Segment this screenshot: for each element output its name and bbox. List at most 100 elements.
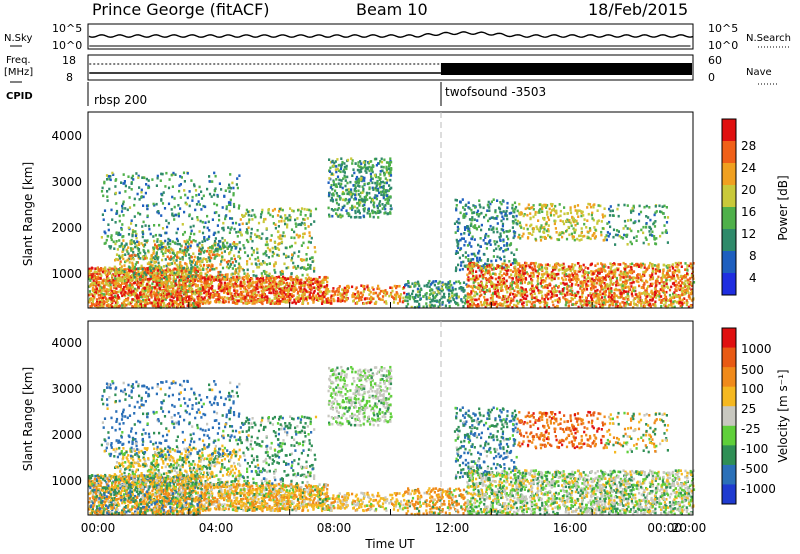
power-cell [208, 246, 212, 249]
power-cell [267, 256, 270, 259]
power-cell [262, 290, 265, 294]
power-cell [97, 283, 100, 287]
power-cell [140, 188, 143, 192]
power-cell [202, 286, 205, 289]
power-cell [179, 257, 182, 261]
power-cell [106, 273, 109, 276]
power-cell [171, 302, 175, 306]
power-cell [220, 258, 223, 261]
power-cell [311, 256, 314, 259]
power-cell [404, 299, 407, 302]
power-cell [600, 270, 603, 273]
power-cell [390, 160, 393, 164]
power-cell [115, 202, 118, 205]
power-cell [388, 294, 391, 298]
power-cell [101, 296, 105, 299]
power-cell [343, 165, 346, 169]
power-cell [137, 241, 140, 244]
power-cell [293, 230, 296, 234]
power-cell [223, 239, 226, 242]
power-cell [115, 178, 118, 181]
power-cell [375, 189, 378, 192]
power-cell [242, 275, 245, 279]
power-cell [500, 212, 503, 215]
power-cell [457, 242, 460, 246]
power-cell [98, 289, 101, 293]
power-cell [147, 179, 150, 182]
power-cell [328, 170, 332, 173]
power-cell [414, 296, 417, 300]
power-cell [349, 190, 352, 194]
power-cell [513, 253, 516, 256]
power-cell [505, 214, 508, 217]
power-cell [178, 292, 181, 296]
power-cell [250, 283, 253, 287]
power-cell [221, 227, 224, 230]
power-cell [385, 168, 389, 172]
power-cell [91, 300, 94, 304]
power-cell [133, 276, 136, 279]
power-cell [510, 273, 513, 276]
power-cell [109, 246, 112, 250]
power-cell [344, 176, 347, 179]
power-cell [238, 295, 241, 298]
power-cell [276, 283, 279, 287]
power-cell [246, 280, 249, 284]
power-cell [446, 287, 450, 290]
power-cell [229, 265, 232, 268]
power-cell [506, 206, 509, 209]
power-cell [477, 243, 480, 247]
power-cell [95, 287, 98, 291]
power-cell [122, 235, 125, 238]
power-cell [214, 292, 217, 296]
power-cell [159, 247, 162, 250]
power-cell [414, 284, 417, 287]
power-cell [209, 286, 212, 290]
power-cell [145, 177, 148, 181]
power-cell [357, 161, 360, 164]
power-cell [156, 290, 159, 293]
power-cell [463, 208, 466, 211]
power-cell [187, 268, 190, 271]
power-cell [125, 243, 128, 246]
power-cell [283, 286, 286, 290]
power-cell [461, 198, 464, 201]
power-cell [467, 227, 470, 231]
power-cell [264, 279, 268, 282]
power-cell [252, 249, 255, 252]
power-cell [198, 230, 201, 233]
freq-unit: [MHz] [4, 67, 33, 78]
power-cell [197, 200, 200, 203]
power-cell [227, 186, 230, 190]
power-cell [134, 271, 137, 275]
power-cell [617, 283, 620, 287]
power-cell [248, 210, 251, 213]
power-cell [167, 249, 170, 252]
power-cell [502, 210, 505, 213]
power-cell [246, 291, 249, 294]
power-cell [385, 194, 389, 197]
power-cell [130, 267, 133, 270]
power-cell [95, 281, 98, 285]
power-cell [331, 214, 334, 218]
power-cell [168, 286, 171, 290]
power-cell [165, 231, 168, 235]
power-cell [185, 289, 188, 292]
power-cell [414, 282, 417, 286]
power-cell [356, 301, 359, 304]
power-cell [382, 186, 385, 189]
power-cell [139, 257, 142, 260]
power-cell [435, 294, 438, 298]
power-cell [342, 198, 345, 202]
power-cell [608, 275, 611, 278]
power-cell [382, 184, 385, 188]
power-cell [257, 265, 261, 269]
power-cell [313, 266, 316, 270]
power-cell [191, 199, 194, 202]
power-cell [196, 260, 199, 263]
power-cell [266, 297, 269, 300]
power-cell [101, 289, 104, 292]
power-cell [360, 284, 363, 287]
power-cell [151, 264, 154, 267]
power-cell [467, 206, 470, 209]
